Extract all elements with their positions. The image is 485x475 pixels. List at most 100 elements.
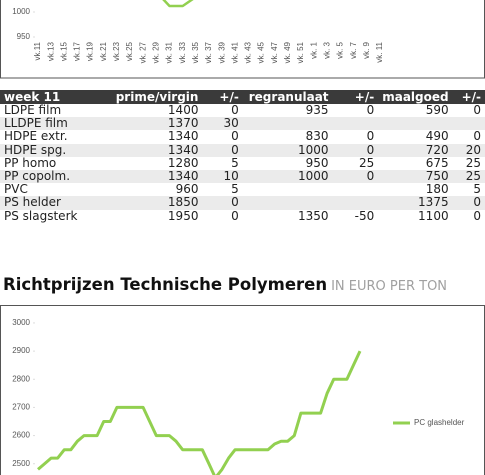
table-cell: 10 <box>202 169 243 184</box>
table-cell: 0 <box>202 196 243 210</box>
row-label: PVC <box>4 182 28 197</box>
y-tick-label: 3000 <box>12 318 30 327</box>
table-cell: 675 <box>425 155 449 170</box>
table-cell <box>452 117 485 131</box>
table-cell: 720 <box>378 143 453 157</box>
table-cell: 1850 <box>111 196 203 210</box>
table-cell: 25 <box>465 155 481 170</box>
x-tick-label: vk. 1 <box>309 41 318 58</box>
y-tick-label: 950 <box>17 32 31 41</box>
table-row: HDPE spg. 1340 0 1000 0 720 20 <box>0 143 485 157</box>
table-cell: 5 <box>231 182 239 197</box>
table-cell: 1000 <box>242 143 333 157</box>
row-label: PP homo <box>4 155 57 170</box>
table-cell: 1950 <box>167 208 199 223</box>
table-cell: 1100 <box>418 208 449 223</box>
row-label: LDPE film <box>4 103 62 118</box>
table-cell <box>333 183 379 196</box>
table-cell: 1340 <box>111 169 203 184</box>
table-row: LLDPE film 1370 30 <box>0 117 485 131</box>
table-row: PP homo 1280 5 950 25 675 25 <box>0 155 485 170</box>
table-cell: 0 <box>332 169 379 184</box>
table-row: PS slagsterk 1950 0 1350 -50 1100 0 <box>0 208 485 223</box>
row-label: PS slagsterk <box>4 208 78 223</box>
chart-frame <box>0 0 485 79</box>
column-header: +/- <box>202 90 243 104</box>
table-cell: 0 <box>452 196 485 210</box>
table-cell: 30 <box>202 117 243 131</box>
row-label: LLDPE film <box>0 117 112 131</box>
x-tick-label: vk.15 <box>59 41 68 61</box>
x-tick-label: vk. 41 <box>230 41 239 63</box>
x-tick-label: vk. 31 <box>165 41 174 63</box>
heading-subtitle: IN EURO PER TON <box>331 279 448 294</box>
y-tick-label: 2800 <box>12 374 30 383</box>
table-cell: 1280 <box>167 155 199 170</box>
x-tick-label: vk. 37 <box>204 41 213 63</box>
heading-title: Richtprijzen Technische Polymeren <box>3 275 328 294</box>
table-cell: 180 <box>425 182 449 197</box>
table-cell: 20 <box>452 143 485 157</box>
chart-bottom: 2500 2600 2700 2800 2900 3000 PC glashelder <box>0 305 485 475</box>
row-label: PP copolm. <box>0 169 112 184</box>
x-tick-label: vk.17 <box>73 41 82 61</box>
table-row: PP copolm. 1340 10 1000 0 750 25 <box>0 169 485 184</box>
x-tick-label: vk.23 <box>112 41 121 61</box>
table-body: LDPE film 1400 0 935 0 590 0 LLDPE film 1370 30 HD… <box>0 104 485 223</box>
table-cell: 0 <box>473 208 481 223</box>
table-cell <box>378 117 453 131</box>
table-cell: 1400 <box>167 103 199 118</box>
y-tick-label: 2700 <box>12 403 30 412</box>
table-row: HDPE extr. 1340 0 830 0 490 0 <box>0 130 485 143</box>
table-cell: 490 <box>425 129 449 144</box>
x-tick-label: vk. 33 <box>178 41 187 63</box>
x-tick-label: vk.13 <box>46 41 55 61</box>
legend-label: PC glashelder <box>414 418 465 427</box>
table-cell: 1370 <box>111 117 203 131</box>
data-line <box>162 0 194 8</box>
y-tick-label: 2500 <box>12 459 30 468</box>
y-tick-label: 1000 <box>12 7 30 16</box>
table-cell: 1350 <box>298 208 329 223</box>
table-cell <box>332 117 379 131</box>
row-label: HDPE spg. <box>0 143 112 157</box>
table-cell <box>332 196 379 210</box>
column-header: week 11 <box>0 90 112 104</box>
table-row: PVC 960 5 180 5 <box>0 183 485 196</box>
x-tick-label: vk. 9 <box>362 41 371 58</box>
x-tick-label: vk.11 <box>33 41 42 60</box>
table-cell: 25 <box>358 155 375 170</box>
table-cell <box>242 117 333 131</box>
table-cell: 0 <box>473 103 481 118</box>
x-tick-label: vk. 27 <box>138 41 147 63</box>
table-cell: 1000 <box>242 169 333 184</box>
table-cell: 0 <box>231 129 239 144</box>
table-cell: 0 <box>202 143 243 157</box>
table-cell: 0 <box>231 103 239 118</box>
table-cell: 960 <box>175 182 199 197</box>
x-tick-label: vk.25 <box>125 41 134 61</box>
x-tick-label: vk. 45 <box>257 41 266 63</box>
table-cell: 1340 <box>167 129 199 144</box>
chart-top: 950 1000 vk.11 vk.13 vk.15 vk.17 vk.19 vk.21 vk.… <box>0 0 485 79</box>
table-cell <box>242 196 333 210</box>
column-header: +/- <box>332 90 379 104</box>
table-cell: 750 <box>378 169 453 184</box>
table-cell: 590 <box>425 103 449 118</box>
column-header: regranulaat <box>242 90 333 104</box>
x-tick-label: vk.19 <box>86 41 95 61</box>
row-label: HDPE extr. <box>4 129 68 144</box>
table-cell: 950 <box>305 155 329 170</box>
table-cell: 25 <box>452 169 485 184</box>
table-cell: 0 <box>366 129 375 144</box>
x-tick-label: vk. 43 <box>244 41 253 63</box>
section-heading: Richtprijzen Technische Polymeren IN EURO… <box>3 275 447 294</box>
x-tick-label: vk. 5 <box>336 41 345 58</box>
table-cell <box>243 183 333 196</box>
x-tick-label: vk. 47 <box>270 41 279 63</box>
price-table: week 11 prime/virgin +/- regranulaat +/- maal… <box>0 90 485 223</box>
column-header: +/- <box>452 90 485 104</box>
data-line <box>37 350 362 475</box>
table-cell: 0 <box>332 143 379 157</box>
table-header: week 11 prime/virgin +/- regranulaat +/- maal… <box>0 90 485 104</box>
